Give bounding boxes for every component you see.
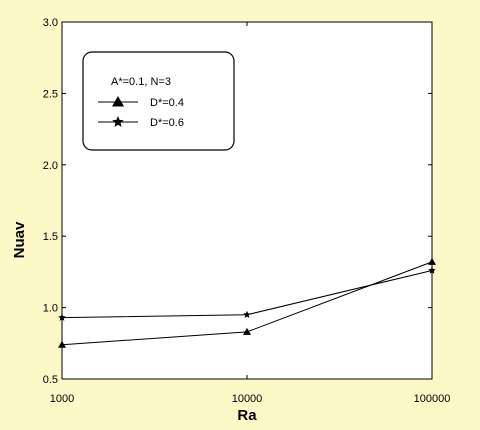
legend-label: D*=0.6 <box>150 117 184 129</box>
y-tick-label: 2.0 <box>43 160 58 172</box>
y-tick-label: 3.0 <box>43 17 58 29</box>
star-point <box>428 266 436 274</box>
y-tick-label: 2.5 <box>43 88 58 100</box>
x-tick-label: 100000 <box>414 393 451 405</box>
x-axis: 1000 10000 100000 <box>50 22 451 405</box>
y-axis-title: Nuav <box>11 221 28 258</box>
legend: A*=0.1, N=3 D*=0.4 D*=0.6 <box>82 51 235 151</box>
triangle-point <box>58 340 66 348</box>
legend-star-icon <box>112 116 124 127</box>
series-2 <box>58 266 436 321</box>
y-axis: 0.5 1.0 1.5 2.0 2.5 3.0 <box>43 17 432 386</box>
y-tick-label: 1.5 <box>43 231 58 243</box>
legend-title: A*=0.1, N=3 <box>111 76 171 88</box>
x-axis-title: Ra <box>237 407 257 424</box>
legend-triangle-icon <box>112 96 124 107</box>
triangle-point <box>428 257 436 265</box>
legend-label: D*=0.4 <box>150 97 184 109</box>
series-layer <box>58 257 436 348</box>
y-tick-label: 0.5 <box>43 374 58 386</box>
x-tick-label: 1000 <box>50 393 74 405</box>
x-tick-label: 10000 <box>232 393 263 405</box>
triangle-point <box>243 327 251 335</box>
star-point <box>58 313 66 321</box>
star-point <box>243 310 251 318</box>
y-tick-label: 1.0 <box>43 303 58 315</box>
